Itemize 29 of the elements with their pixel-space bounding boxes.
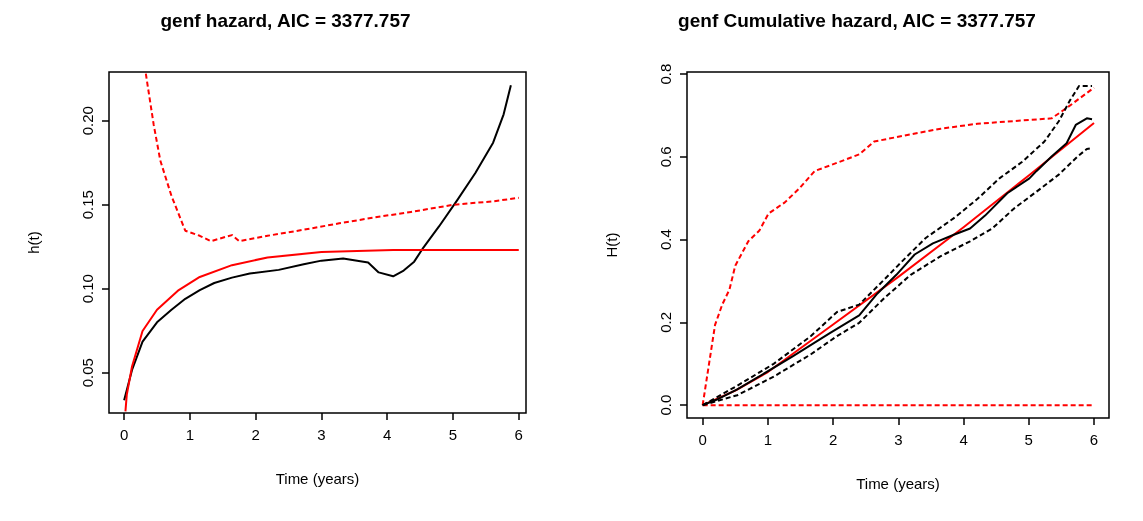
x-axis-title: Time (years) (275, 470, 360, 487)
x-tick-label: 5 (1024, 431, 1033, 448)
x-tick-label: 4 (959, 431, 968, 448)
x-axis-title: Time (years) (856, 475, 940, 492)
y-tick-label: 0.2 (657, 311, 674, 333)
x-tick-label: 3 (317, 426, 326, 443)
x-tick-label: 1 (185, 426, 195, 443)
y-tick-label: 0.0 (657, 394, 674, 416)
x-tick-label: 6 (514, 426, 523, 443)
y-tick-label: 0.4 (657, 229, 674, 251)
x-tick-label: 1 (763, 431, 773, 448)
x-tick-label: 5 (448, 426, 458, 443)
y-axis-title: h(t) (25, 231, 42, 254)
y-tick-label: 0.8 (657, 63, 674, 85)
x-tick-label: 6 (1089, 431, 1099, 448)
x-tick-label: 3 (894, 431, 903, 448)
chart-title: genf Cumulative hazard, AIC = 3377.757 (678, 10, 1036, 31)
chart-title: genf hazard, AIC = 3377.757 (160, 10, 411, 31)
y-axis-title: H(t) (603, 232, 620, 258)
y-tick-label: 0.05 (79, 358, 96, 388)
x-tick-label: 2 (251, 426, 260, 443)
y-tick-label: 0.15 (79, 190, 96, 220)
y-tick-label: 0.20 (79, 106, 96, 136)
x-tick-label: 0 (698, 431, 707, 448)
y-tick-label: 0.6 (657, 146, 674, 168)
x-tick-label: 2 (828, 431, 838, 448)
x-tick-label: 4 (383, 426, 392, 443)
x-tick-label: 0 (119, 426, 129, 443)
y-tick-label: 0.10 (79, 274, 96, 304)
